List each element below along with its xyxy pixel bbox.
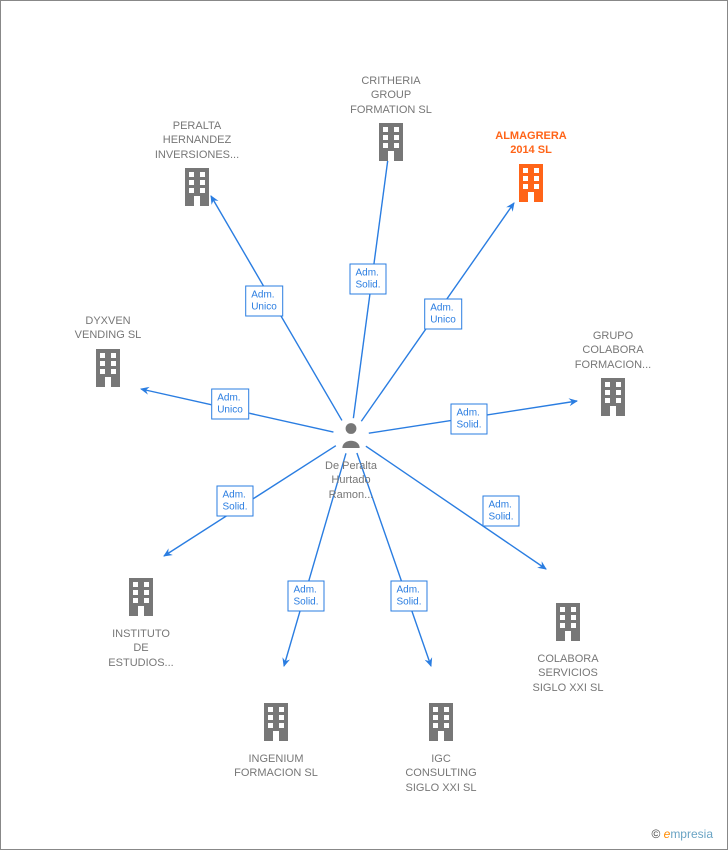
building-icon bbox=[552, 628, 584, 645]
footer-attribution: © empresia bbox=[651, 827, 713, 841]
company-label: GRUPO COLABORA FORMACION... bbox=[553, 329, 673, 372]
building-icon bbox=[125, 603, 157, 620]
company-label: PERALTA HERNANDEZ INVERSIONES... bbox=[137, 119, 257, 162]
company-node-almagrera: ALMAGRERA 2014 SL bbox=[471, 129, 591, 207]
company-node-ingenium: INGENIUM FORMACION SL bbox=[216, 701, 336, 781]
company-label: INSTITUTO DE ESTUDIOS... bbox=[81, 627, 201, 670]
network-diagram: PERALTA HERNANDEZ INVERSIONES... CRITHERI… bbox=[0, 0, 728, 850]
building-icon bbox=[515, 189, 547, 206]
edge-label: Adm. Unico bbox=[211, 389, 249, 420]
company-label: COLABORA SERVICIOS SIGLO XXI SL bbox=[508, 652, 628, 695]
center-person-node: De Peralta Hurtado Ramon... bbox=[291, 422, 411, 502]
building-icon bbox=[597, 403, 629, 420]
company-node-peralta: PERALTA HERNANDEZ INVERSIONES... bbox=[137, 119, 257, 211]
company-node-critheria: CRITHERIA GROUP FORMATION SL bbox=[331, 74, 451, 166]
edge-label: Adm. Unico bbox=[424, 299, 462, 330]
edge-label: Adm. Solid. bbox=[287, 581, 324, 612]
center-label: De Peralta Hurtado Ramon... bbox=[291, 459, 411, 502]
company-label: INGENIUM FORMACION SL bbox=[216, 752, 336, 781]
brand-rest: mpresia bbox=[670, 827, 713, 841]
edge-label: Adm. Solid. bbox=[482, 496, 519, 527]
edge-label: Adm. Solid. bbox=[349, 264, 386, 295]
company-label: IGC CONSULTING SIGLO XXI SL bbox=[381, 752, 501, 795]
company-node-colabora: COLABORA SERVICIOS SIGLO XXI SL bbox=[508, 601, 628, 695]
edge-label: Adm. Solid. bbox=[450, 404, 487, 435]
building-icon bbox=[260, 728, 292, 745]
edge-label: Adm. Unico bbox=[245, 286, 283, 317]
company-label: DYXVEN VENDING SL bbox=[48, 314, 168, 343]
edge-label: Adm. Solid. bbox=[390, 581, 427, 612]
person-icon bbox=[340, 422, 362, 448]
company-node-igc: IGC CONSULTING SIGLO XXI SL bbox=[381, 701, 501, 795]
company-label: ALMAGRERA 2014 SL bbox=[471, 129, 591, 158]
company-node-grupo: GRUPO COLABORA FORMACION... bbox=[553, 329, 673, 421]
company-label: CRITHERIA GROUP FORMATION SL bbox=[331, 74, 451, 117]
company-node-dyxven: DYXVEN VENDING SL bbox=[48, 314, 168, 392]
building-icon bbox=[425, 728, 457, 745]
building-icon bbox=[181, 193, 213, 210]
copyright-symbol: © bbox=[651, 827, 660, 841]
edge-label: Adm. Solid. bbox=[216, 486, 253, 517]
company-node-instituto: INSTITUTO DE ESTUDIOS... bbox=[81, 576, 201, 670]
building-icon bbox=[92, 374, 124, 391]
building-icon bbox=[375, 148, 407, 165]
